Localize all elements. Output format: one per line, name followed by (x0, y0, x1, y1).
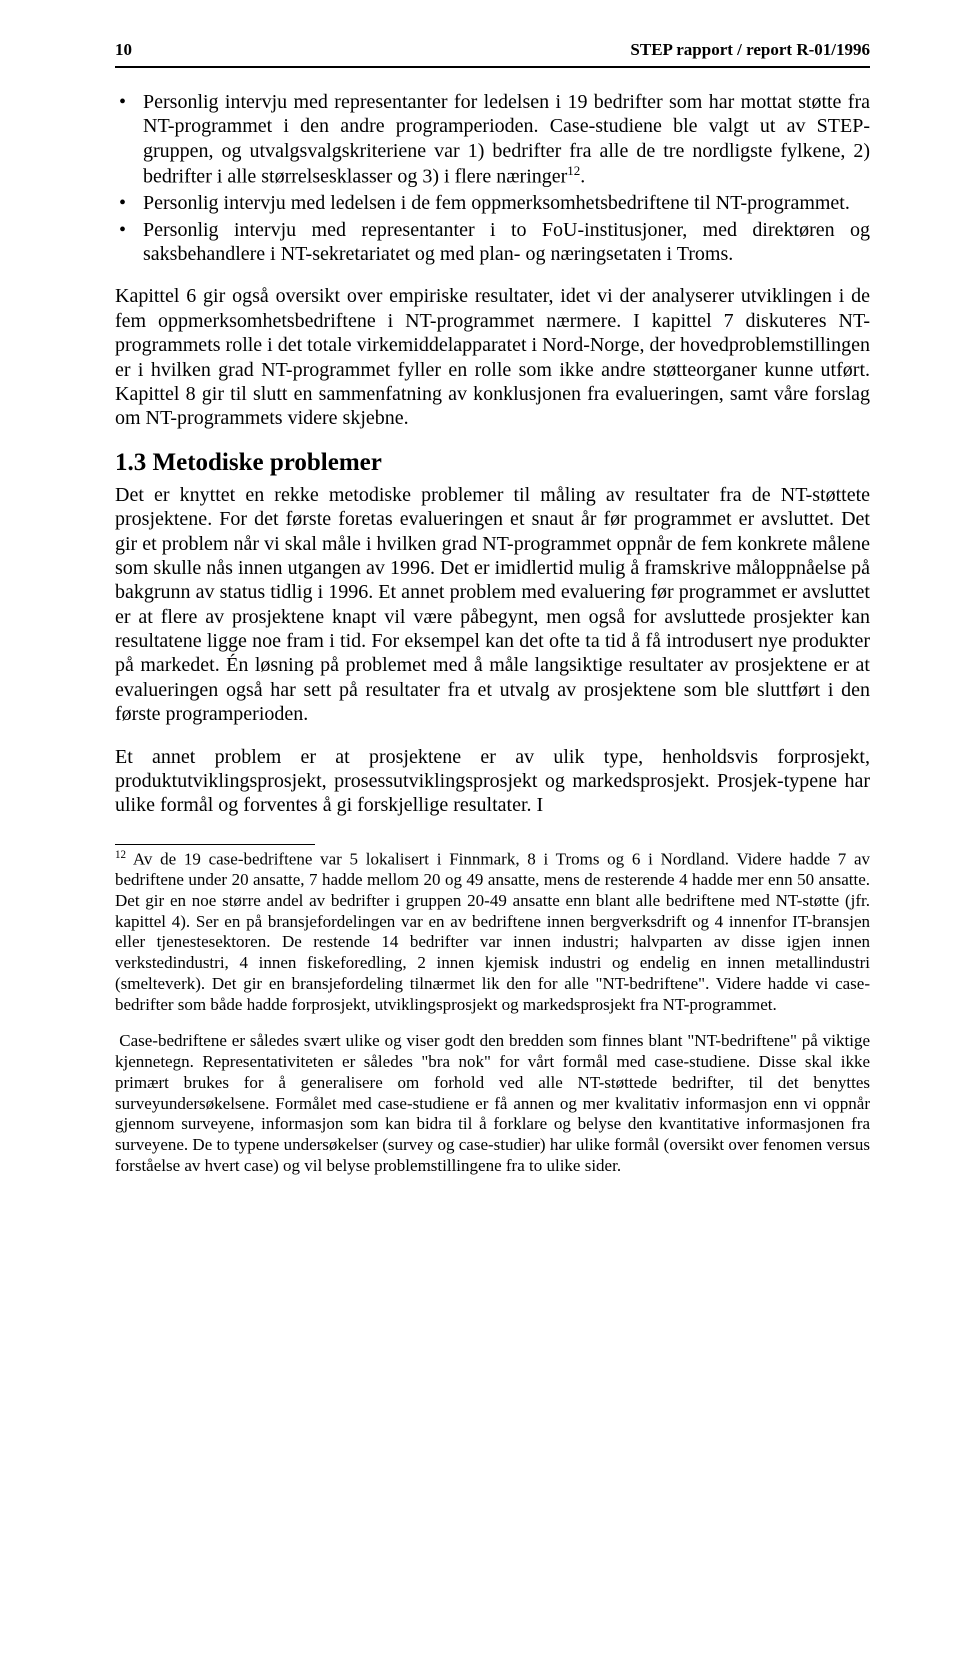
running-title: STEP rapport / report R-01/1996 (630, 40, 870, 60)
bullet-item: Personlig intervju med representanter i … (115, 218, 870, 267)
paragraph: Kapittel 6 gir også oversikt over empiri… (115, 284, 870, 430)
bullet-text-tail: . (580, 166, 585, 188)
footnote-text: Av de 19 case-bedriftene var 5 lokaliser… (115, 849, 870, 1013)
bullet-item: Personlig intervju med representanter fo… (115, 90, 870, 189)
footnote-ref: 12 (567, 163, 580, 178)
paragraph: Et annet problem er at prosjektene er av… (115, 745, 870, 818)
bullet-text: Personlig intervju med ledelsen i de fem… (143, 192, 850, 214)
section-heading: 1.3 Metodiske problemer (115, 449, 870, 477)
footnote: .Case-bedriftene er således svært ulike … (115, 1031, 870, 1176)
running-header: 10 STEP rapport / report R-01/1996 (115, 40, 870, 60)
footnote-marker: 12 (115, 849, 126, 861)
page: 10 STEP rapport / report R-01/1996 Perso… (0, 0, 960, 1671)
bullet-list: Personlig intervju med representanter fo… (115, 90, 870, 266)
header-rule (115, 66, 870, 68)
bullet-text: Personlig intervju med representanter i … (143, 219, 870, 265)
footnote-rule (115, 844, 315, 845)
footnote-text: Case-bedriftene er således svært ulike o… (115, 1031, 870, 1174)
page-number: 10 (115, 40, 132, 60)
bullet-text: Personlig intervju med representanter fo… (143, 91, 870, 188)
bullet-item: Personlig intervju med ledelsen i de fem… (115, 191, 870, 215)
paragraph: Det er knyttet en rekke metodiske proble… (115, 483, 870, 727)
footnote: 12 Av de 19 case-bedriftene var 5 lokali… (115, 849, 870, 1016)
